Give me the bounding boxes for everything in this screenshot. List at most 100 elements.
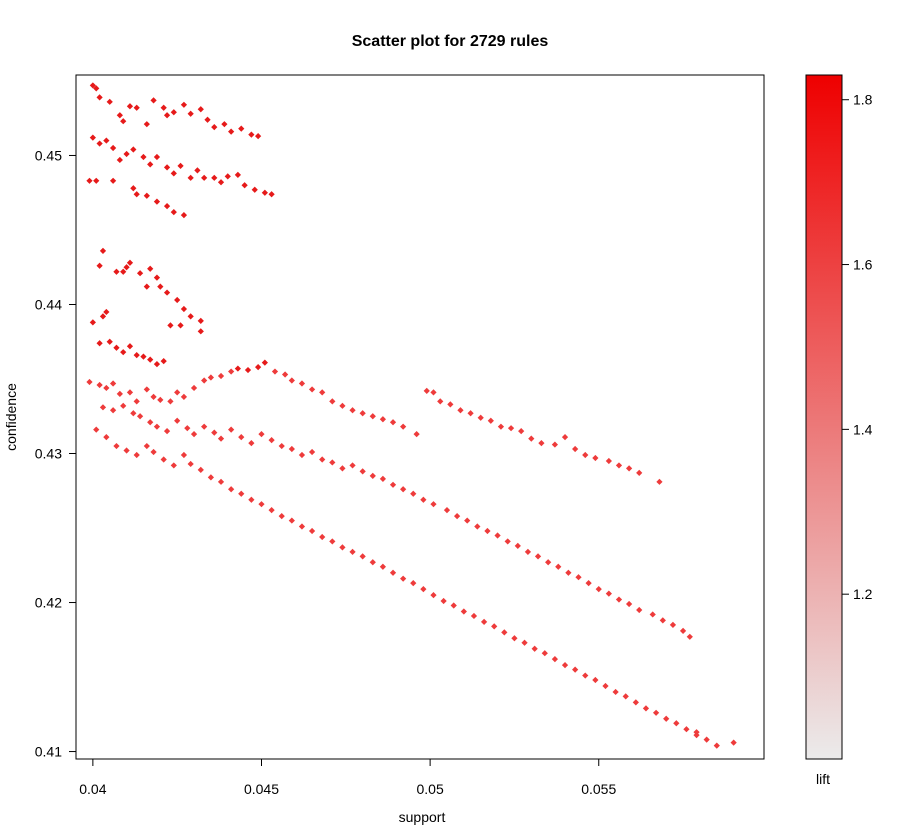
- data-point: [329, 398, 336, 405]
- plot-area: [75, 74, 765, 760]
- data-point: [474, 523, 481, 530]
- data-point: [423, 387, 430, 395]
- data-point: [194, 167, 201, 174]
- data-point: [349, 462, 356, 469]
- data-point: [450, 602, 457, 609]
- data-point: [652, 709, 660, 716]
- color-bar-tick-label: 1.8: [853, 92, 873, 108]
- data-point: [430, 501, 437, 508]
- data-point: [636, 606, 643, 614]
- data-point: [255, 132, 262, 140]
- data-point: [308, 448, 316, 456]
- data-point: [187, 313, 194, 320]
- data-point: [413, 431, 420, 438]
- data-point: [103, 137, 110, 144]
- data-point: [602, 682, 609, 690]
- data-point: [447, 401, 454, 408]
- data-point: [494, 532, 501, 539]
- y-tick-label: 0.41: [35, 744, 62, 760]
- data-point: [211, 124, 218, 131]
- data-point: [288, 445, 295, 453]
- data-point: [177, 322, 184, 329]
- data-point: [497, 423, 505, 430]
- data-point: [693, 729, 700, 736]
- y-tick-label: 0.44: [35, 296, 62, 312]
- data-point: [389, 481, 397, 488]
- data-point: [163, 164, 171, 171]
- data-point: [160, 358, 167, 365]
- data-point: [410, 580, 417, 587]
- data-point: [170, 208, 177, 216]
- chart-title: Scatter plot for 2729 rules: [352, 33, 549, 50]
- data-point: [531, 645, 538, 652]
- data-point: [86, 177, 93, 184]
- data-point: [120, 118, 127, 125]
- data-point: [258, 501, 265, 508]
- data-point: [491, 623, 498, 630]
- data-point: [703, 736, 710, 743]
- data-point: [555, 563, 562, 570]
- data-point: [150, 393, 157, 400]
- y-axis-label: confidence: [3, 383, 19, 451]
- data-point: [389, 419, 397, 426]
- data-point: [457, 407, 464, 414]
- x-tick-label: 0.045: [244, 781, 279, 797]
- data-point: [288, 377, 295, 384]
- data-point: [298, 523, 306, 530]
- data-point: [686, 633, 693, 640]
- data-point: [561, 662, 569, 669]
- data-point: [437, 398, 444, 405]
- data-point: [649, 611, 656, 618]
- x-axis-label: support: [399, 809, 446, 825]
- data-point: [521, 639, 528, 646]
- data-point: [160, 456, 167, 463]
- data-point: [116, 156, 123, 164]
- data-point: [615, 462, 623, 469]
- data-point: [673, 720, 680, 727]
- data-point: [453, 512, 461, 520]
- data-point: [238, 125, 245, 132]
- x-tick-label: 0.04: [79, 781, 106, 797]
- data-point: [126, 103, 134, 110]
- data-point: [400, 486, 407, 493]
- data-point: [400, 575, 407, 582]
- data-point: [379, 475, 387, 482]
- y-tick-label: 0.42: [35, 595, 62, 611]
- data-point: [575, 574, 582, 581]
- data-point: [163, 203, 171, 210]
- x-axis: 0.04 0.045 0.05 0.055: [79, 759, 616, 797]
- data-point: [201, 174, 208, 181]
- data-point: [656, 478, 663, 485]
- data-point: [308, 527, 316, 535]
- data-point: [123, 150, 130, 158]
- data-point: [659, 617, 666, 624]
- data-point: [467, 410, 474, 417]
- data-point: [410, 490, 417, 497]
- y-axis: 0.41 0.42 0.43 0.44 0.45: [35, 147, 76, 760]
- data-point: [268, 436, 275, 444]
- data-point: [534, 553, 542, 560]
- data-point: [140, 153, 147, 161]
- data-point: [477, 414, 484, 421]
- data-point: [359, 410, 366, 417]
- data-point: [585, 580, 592, 587]
- data-point: [565, 569, 572, 576]
- data-point: [261, 359, 268, 366]
- data-point: [430, 591, 437, 599]
- data-point: [106, 98, 113, 105]
- data-point: [541, 650, 548, 657]
- data-point: [278, 512, 285, 520]
- data-point: [99, 247, 107, 254]
- color-bar-label: lift: [816, 771, 830, 787]
- data-point: [329, 459, 336, 466]
- data-point: [420, 496, 427, 503]
- data-point: [217, 179, 225, 186]
- data-point: [147, 161, 154, 168]
- data-point: [319, 456, 326, 463]
- data-point: [592, 454, 599, 462]
- data-point: [298, 451, 306, 459]
- color-bar-tick-label: 1.4: [853, 421, 873, 437]
- data-point: [615, 596, 623, 603]
- data-point: [109, 144, 117, 152]
- data-point: [163, 112, 171, 119]
